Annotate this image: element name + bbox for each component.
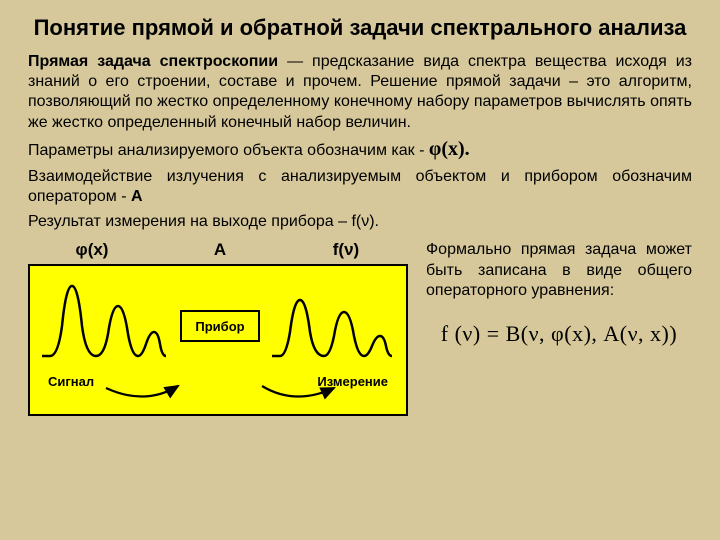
p4-text: Результат измерения на выходе прибора – <box>28 213 351 230</box>
arrow-left <box>106 386 178 397</box>
p3-bold: A <box>131 188 143 205</box>
paragraph-2: Параметры анализируемого объекта обознач… <box>28 137 692 163</box>
label-A: A <box>156 240 284 260</box>
p2-phi: φ(x). <box>429 138 470 160</box>
p4-fv: f(ν). <box>351 213 379 230</box>
paragraph-4: Результат измерения на выходе прибора – … <box>28 212 692 232</box>
diagram-column: φ(x) A f(ν) Прибор Сигнал Измерение <box>28 240 408 416</box>
label-signal: Сигнал <box>48 374 94 389</box>
p1-bold: Прямая задача спектроскопии <box>28 53 278 70</box>
pribor-box: Прибор <box>180 310 260 342</box>
right-paragraph: Формально прямая задача может быть запис… <box>426 240 692 301</box>
p2-text: Параметры анализируемого объекта обознач… <box>28 142 429 159</box>
diagram-top-labels: φ(x) A f(ν) <box>28 240 408 260</box>
curve-right <box>272 300 392 356</box>
diagram-box: Прибор Сигнал Измерение <box>28 264 408 416</box>
paragraph-3: Взаимодействие излучения с анализируемым… <box>28 167 692 208</box>
page-title: Понятие прямой и обратной задачи спектра… <box>28 14 692 42</box>
equation: f (ν) = B(ν, φ(x), A(ν, x)) <box>426 320 692 348</box>
p3-text: Взаимодействие излучения с анализируемым… <box>28 168 692 205</box>
paragraph-1: Прямая задача спектроскопии — предсказан… <box>28 52 692 134</box>
right-column: Формально прямая задача может быть запис… <box>426 240 692 416</box>
bottom-row: φ(x) A f(ν) Прибор Сигнал Измерение Форм… <box>28 240 692 416</box>
curve-left <box>42 286 166 356</box>
label-f: f(ν) <box>284 240 408 260</box>
label-measure: Измерение <box>317 374 388 389</box>
label-phi: φ(x) <box>28 240 156 260</box>
